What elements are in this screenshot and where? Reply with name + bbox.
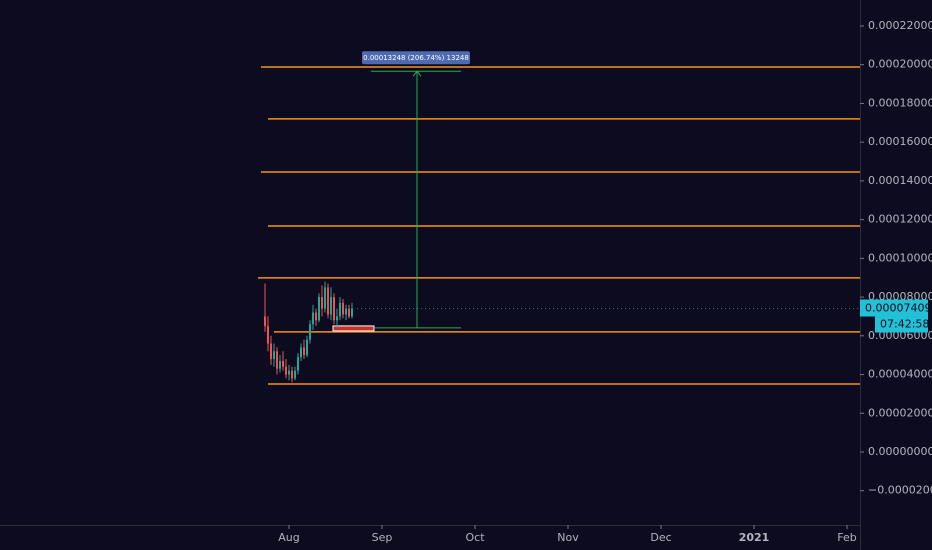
candle-body [303,347,305,356]
candle-body [300,347,302,358]
zone-box [332,325,375,332]
candle-body [336,316,338,321]
candle-body [279,360,281,369]
candle-body [330,297,332,315]
candle-body [285,366,287,375]
candle-body [267,326,269,344]
y-tick-label: 0.00012000 [868,213,932,226]
candle-body [351,308,353,317]
countdown-bg [875,316,928,333]
candle-body [288,370,290,375]
candle-body [315,312,317,321]
y-tick-label: 0.00000000 [868,445,932,458]
y-tick-label: 0.00002000 [868,406,932,419]
x-tick-label: Aug [278,531,299,544]
candle-body [282,360,284,367]
y-tick-label: 0.00010000 [868,251,932,264]
countdown-label: 07:42:58 [880,318,929,331]
last-price-label: 0.00007409 [865,302,931,315]
y-tick-label: 0.00018000 [868,96,932,109]
candle-body [297,357,299,371]
candle-body [270,343,272,360]
x-tick-label: Oct [465,531,485,544]
measure-arrowhead [412,70,422,77]
candle-body [291,370,293,379]
candle-body [324,287,326,309]
candle-body [342,302,344,315]
candle-body [294,370,296,379]
candle-body [276,351,278,369]
y-tick-label: −0.00002000 [868,484,932,497]
y-tick-label: 0.00022000 [868,19,932,32]
candle-body [273,351,275,360]
measure-label: 0.00013248 (206.74%) 13248 [363,54,469,62]
candle-body [327,287,329,315]
candle-body [312,312,314,325]
x-tick-label: Feb [837,531,856,544]
x-tick-label: Dec [650,531,671,544]
y-tick-label: 0.00020000 [868,58,932,71]
candle-body [339,302,341,317]
x-tick-label: 2021 [739,531,770,544]
candle-body [264,316,266,327]
y-tick-label: 0.00016000 [868,135,932,148]
candle-body [348,308,350,317]
candle-body [333,297,335,321]
candle-body [306,339,308,356]
x-tick-label: Nov [557,531,579,544]
x-tick-label: Sep [372,531,393,544]
y-tick-label: 0.00014000 [868,174,932,187]
last-price-bg [860,299,928,317]
measure-label-bg [362,51,470,65]
y-tick-label: 0.00004000 [868,368,932,381]
candle-body [309,324,311,340]
candle-body [321,297,323,309]
candle-body [318,297,320,321]
candle-body [345,308,347,315]
